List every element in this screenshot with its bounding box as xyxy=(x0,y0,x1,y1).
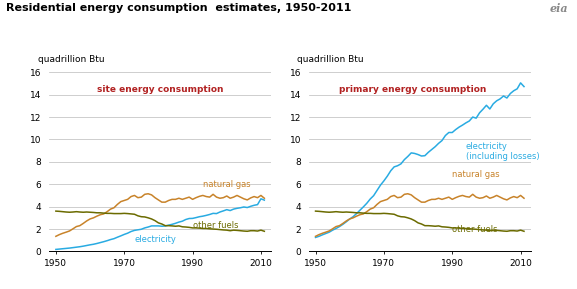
Text: quadrillion Btu: quadrillion Btu xyxy=(297,55,364,64)
Text: quadrillion Btu: quadrillion Btu xyxy=(38,55,104,64)
Text: natural gas: natural gas xyxy=(203,180,250,189)
Text: electricity: electricity xyxy=(134,235,177,244)
Text: other fuels: other fuels xyxy=(452,225,498,234)
Text: site energy consumption: site energy consumption xyxy=(97,85,223,94)
Text: primary energy consumption: primary energy consumption xyxy=(339,85,487,94)
Text: electricity
(including losses): electricity (including losses) xyxy=(466,142,539,161)
Text: natural gas: natural gas xyxy=(452,170,500,179)
Text: Residential energy consumption  estimates, 1950-2011: Residential energy consumption estimates… xyxy=(6,3,351,13)
Text: eia: eia xyxy=(550,3,568,14)
Text: other fuels: other fuels xyxy=(193,221,238,230)
